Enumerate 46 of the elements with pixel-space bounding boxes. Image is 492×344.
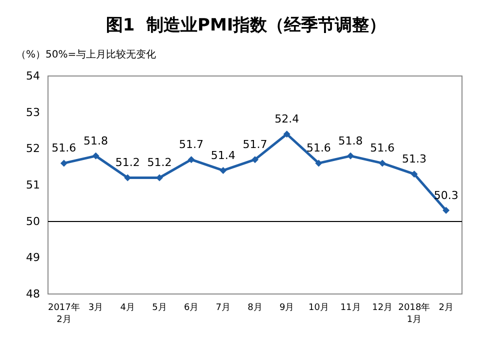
data-label: 51.7 [242, 138, 268, 152]
x-tick-label: 7月 [216, 303, 231, 313]
x-tick-label: 11月 [340, 303, 361, 313]
x-tick-label: 8月 [248, 303, 262, 313]
chart-title: 图1 制造业PMI指数（经季节调整） [106, 16, 386, 36]
data-label: 51.6 [52, 142, 76, 155]
x-tick-label: 3月 [88, 303, 104, 313]
x-tick-label: 9月 [279, 303, 294, 313]
data-label: 51.6 [370, 142, 395, 155]
y-tick-label: 54 [26, 70, 40, 82]
data-label: 51.7 [179, 138, 204, 152]
data-label: 51.8 [84, 134, 108, 148]
data-label: 51.8 [338, 134, 363, 148]
y-tick-label: 48 [26, 288, 40, 300]
point [315, 160, 322, 167]
point [347, 152, 354, 160]
x-tick-label: 2018年 1月 [398, 302, 430, 325]
x-tick-label: 12月 [372, 303, 393, 313]
point [410, 170, 418, 178]
point [442, 206, 450, 214]
point [220, 166, 227, 174]
y-tick-label: 49 [26, 251, 40, 264]
data-label: 52.4 [274, 112, 300, 126]
point [188, 156, 195, 164]
point [252, 156, 258, 164]
data-label: 51.2 [147, 156, 172, 170]
data-label: 51.3 [402, 152, 426, 166]
point [60, 160, 68, 167]
x-tick-label: 5月 [152, 303, 167, 313]
x-tick-label: 10月 [308, 303, 329, 313]
text: （%）50%=与上月比较无变化 [16, 48, 156, 60]
x-tick-label: 2017年 2月 [48, 302, 80, 325]
data-label: 51.6 [306, 142, 331, 155]
point [92, 152, 100, 160]
x-tick-label: 4月 [120, 303, 135, 313]
point [378, 160, 386, 167]
y-tick-label: 50 [26, 214, 40, 228]
data-label: 50.3 [434, 188, 458, 202]
y-tick-label: 52 [26, 142, 40, 156]
point [283, 130, 290, 138]
x-tick-label: 6月 [184, 303, 199, 313]
y-tick-label: 53 [26, 106, 40, 119]
data-label: 51.2 [115, 156, 140, 170]
x-tick-label: 2月 [438, 303, 454, 313]
y-tick-label: 51 [26, 178, 40, 192]
data-label: 51.4 [210, 148, 236, 162]
